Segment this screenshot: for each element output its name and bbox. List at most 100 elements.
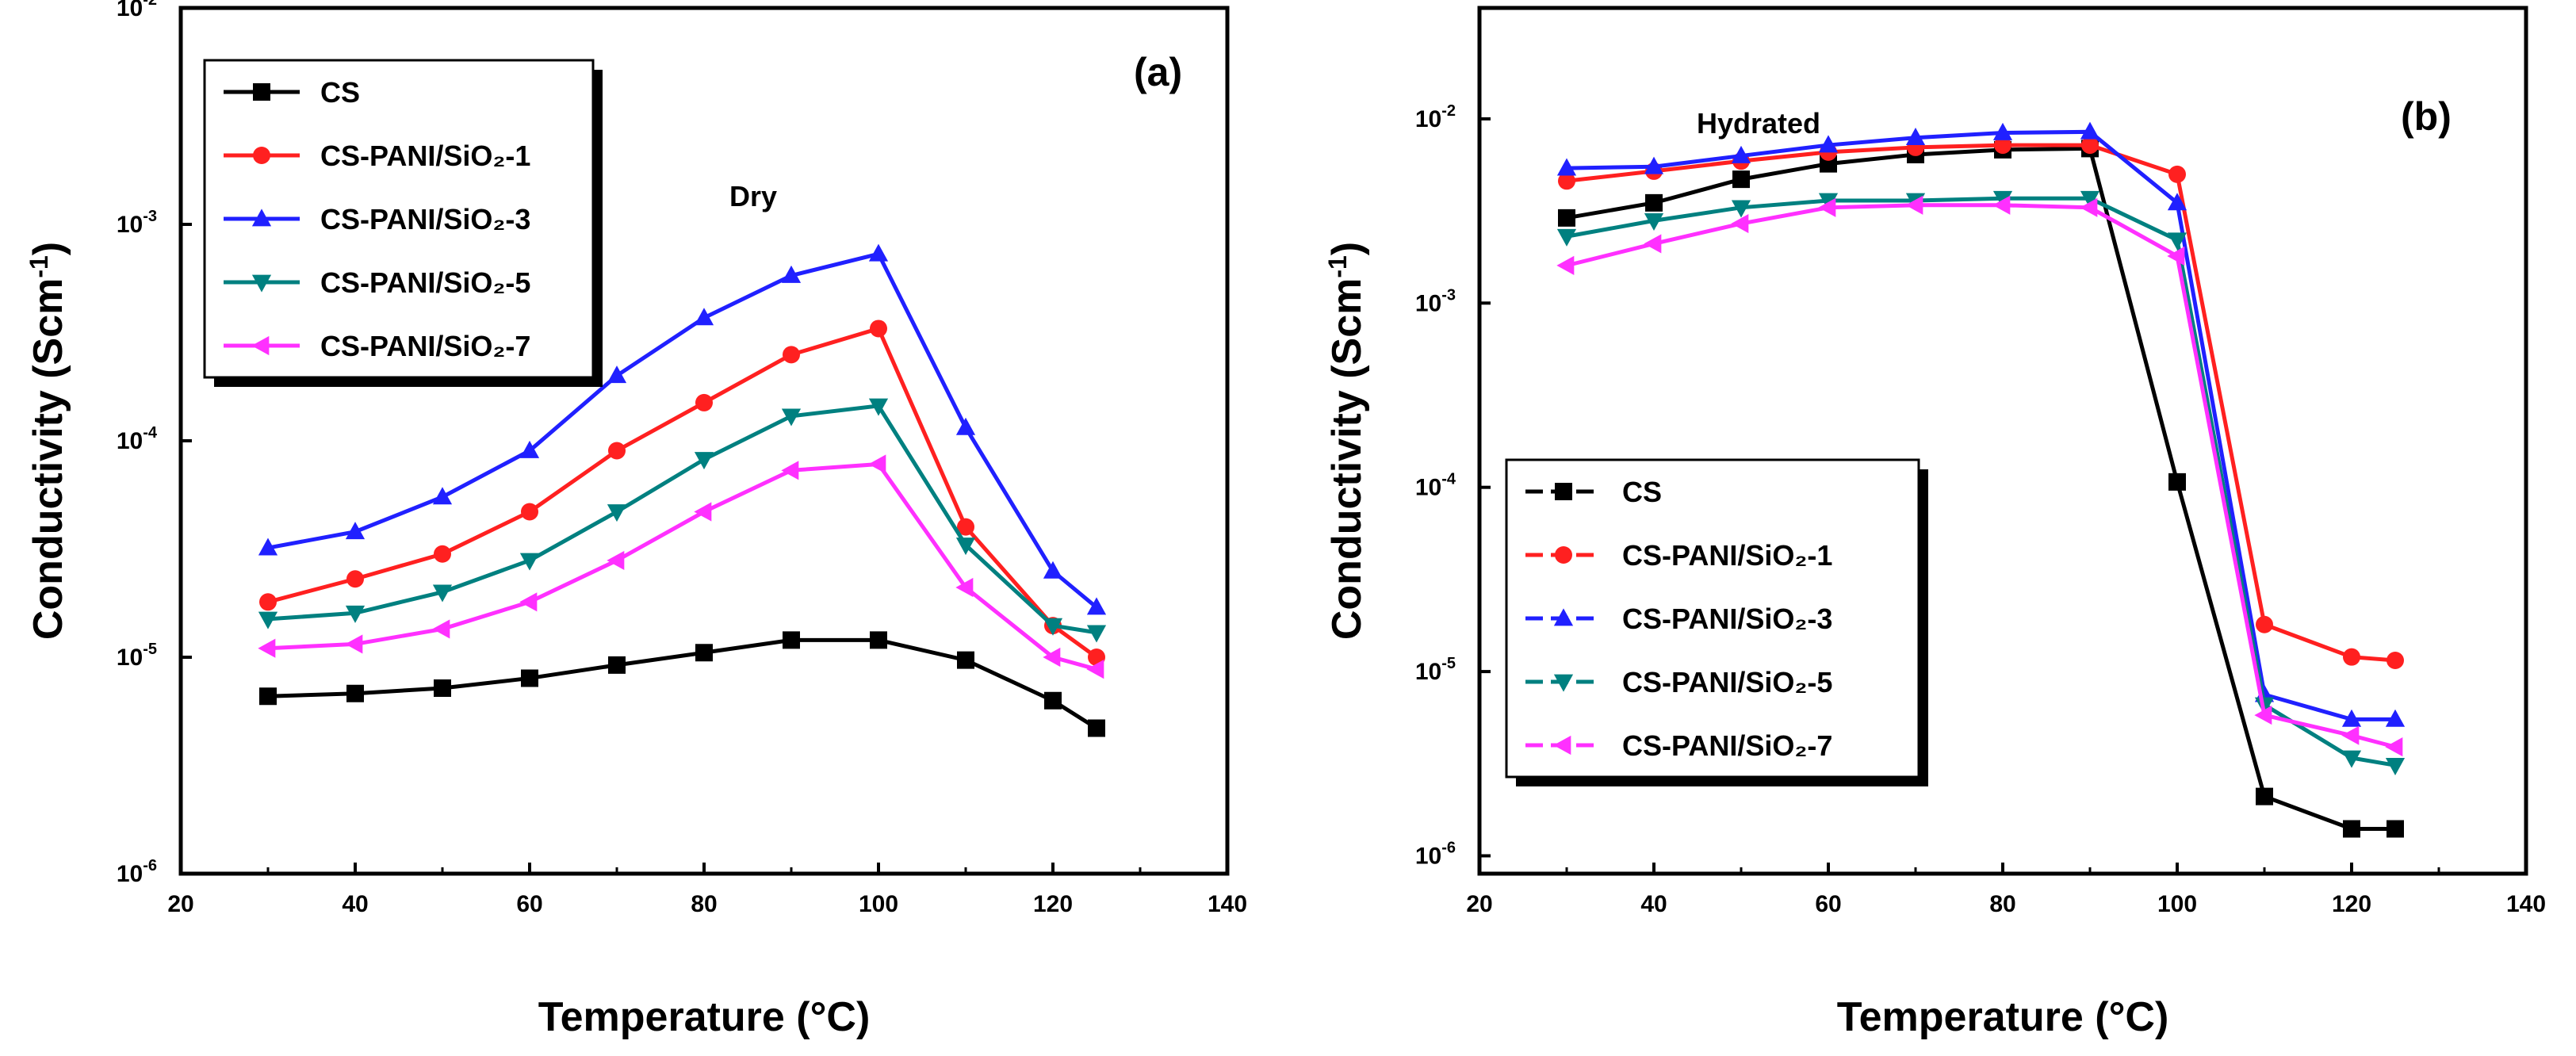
data-point-cs-pani-sio-1	[346, 570, 364, 588]
data-point-cs	[1088, 719, 1105, 737]
legend-marker-cs	[253, 83, 270, 101]
data-point-cs-pani-sio-3	[1086, 597, 1107, 615]
data-point-cs-pani-sio-5	[345, 605, 366, 623]
legend-marker-cs	[1555, 483, 1572, 500]
panel-a-x-ticks: 20 40 60 80 100 120 140	[167, 863, 1247, 917]
data-point-cs-pani-sio-7	[1992, 195, 2011, 215]
data-point-cs-pani-sio-3	[1992, 122, 2013, 140]
data-point-cs-pani-sio-7	[1644, 234, 1662, 254]
data-point-cs	[695, 644, 713, 662]
data-point-cs	[259, 687, 277, 706]
data-point-cs	[608, 656, 626, 674]
data-point-cs	[521, 669, 538, 687]
y-tick-label: 10-2	[1415, 102, 1456, 132]
data-point-cs-pani-sio-7	[2167, 246, 2185, 266]
legend-label-cs-pani-sio-7: CS-PANI/SiO₂-7	[1622, 729, 1832, 762]
data-point-cs-pani-sio-7	[1086, 660, 1104, 679]
data-point-cs-pani-sio-5	[868, 398, 889, 416]
data-point-cs-pani-sio-5	[258, 611, 278, 629]
data-point-cs-pani-sio-1	[957, 518, 974, 536]
data-point-cs-pani-sio-3	[258, 538, 278, 556]
panel-b-y-axis-title-sup: -1	[1323, 255, 1352, 277]
panel-b-x-axis-title: Temperature (°C)	[1837, 994, 2169, 1040]
x-tick-label: 120	[2332, 891, 2371, 917]
data-point-cs-pani-sio-3	[2167, 193, 2187, 211]
data-point-cs-pani-sio-5	[607, 504, 627, 522]
data-point-cs	[2343, 820, 2360, 838]
data-point-cs-pani-sio-3	[519, 440, 540, 458]
legend-marker-cs-pani-sio-1	[253, 147, 270, 164]
data-point-cs-pani-sio-5	[1043, 618, 1063, 636]
data-point-cs-pani-sio-3	[345, 522, 366, 540]
data-point-cs-pani-sio-7	[2341, 725, 2360, 745]
panel-a-y-axis-title-main: Conductivity (Scm	[25, 278, 71, 641]
data-point-cs-pani-sio-1	[1994, 136, 2011, 155]
panel-b-label: (b)	[2401, 94, 2452, 139]
data-point-cs-pani-sio-3	[868, 243, 889, 262]
x-tick-label: 100	[2157, 891, 2197, 917]
data-point-cs-pani-sio-1	[1558, 172, 1575, 190]
data-point-cs-pani-sio-1	[2343, 648, 2360, 666]
y-tick-label: 10-6	[117, 857, 157, 887]
y-tick-label: 10-5	[117, 641, 157, 671]
data-point-cs-pani-sio-5	[1644, 213, 1664, 231]
data-point-cs-pani-sio-1	[695, 393, 713, 411]
x-tick-label: 40	[342, 891, 368, 917]
legend-label-cs: CS	[320, 76, 360, 109]
data-point-cs-pani-sio-7	[1556, 255, 1575, 275]
data-point-cs-pani-sio-5	[1086, 625, 1107, 643]
data-point-cs	[1645, 193, 1663, 212]
data-point-cs-pani-sio-5	[1818, 193, 1839, 211]
data-point-cs-pani-sio-3	[1644, 156, 1664, 174]
data-point-cs	[2168, 473, 2186, 491]
data-point-cs-pani-sio-5	[781, 408, 802, 427]
panel-b-marks	[1556, 121, 2406, 838]
data-point-cs-pani-sio-1	[870, 319, 887, 338]
data-point-cs	[346, 684, 364, 702]
panel-a-y-axis-title-close: )	[25, 242, 71, 255]
data-point-cs-pani-sio-5	[694, 452, 714, 470]
data-point-cs-pani-sio-3	[1731, 145, 1751, 163]
data-point-cs-pani-sio-5	[519, 553, 540, 571]
data-point-cs-pani-sio-7	[607, 550, 625, 571]
legend-marker-cs-pani-sio-5	[251, 274, 272, 293]
x-tick-label: 20	[1466, 891, 1492, 917]
data-point-cs	[957, 651, 974, 669]
panel-a-legend: CS CS-PANI/SiO₂-1 CS-PANI/SiO₂-3 CS-PANI/Si…	[203, 59, 603, 387]
data-point-cs-pani-sio-7	[781, 461, 799, 480]
panel-a-y-ticks: 10-6 10-5 10-4 10-3 10-2	[117, 0, 192, 887]
panel-b-y-ticks: 10-6 10-5 10-4 10-3 10-2	[1415, 102, 1491, 869]
panel-a: 20 40 60 80 100 120 140 10-6 10-5 10-4 10-3 10-2 (…	[25, 0, 1247, 1040]
legend-label-cs-pani-sio-7: CS-PANI/SiO₂-7	[320, 330, 530, 362]
data-point-cs-pani-sio-3	[2385, 709, 2406, 727]
panel-a-annotation: Dry	[729, 180, 777, 212]
data-point-cs-pani-sio-7	[258, 638, 276, 658]
panel-b-annotation: Hydrated	[1697, 107, 1820, 140]
legend-marker-cs-pani-sio-7	[1553, 735, 1571, 756]
x-tick-label: 80	[1989, 891, 2015, 917]
data-point-cs	[434, 679, 451, 697]
data-point-cs-pani-sio-7	[519, 592, 538, 612]
data-point-cs-pani-sio-5	[2167, 232, 2187, 251]
data-point-cs	[2256, 787, 2273, 805]
panel-a-y-axis-title-sup: -1	[25, 255, 53, 277]
data-point-cs	[2387, 820, 2404, 838]
data-point-cs-pani-sio-3	[2080, 121, 2100, 140]
panel-a-x-axis-title: Temperature (°C)	[538, 994, 871, 1040]
y-tick-label: 10-6	[1415, 839, 1456, 869]
data-point-cs	[1044, 691, 1062, 710]
data-point-cs-pani-sio-3	[2341, 709, 2362, 727]
x-tick-label: 100	[859, 891, 898, 917]
panel-b: 20 40 60 80 100 120 140 10-6 10-5 10-4 10-3 10-2 (…	[1323, 6, 2546, 1040]
x-tick-label: 80	[691, 891, 717, 917]
data-point-cs-pani-sio-1	[608, 442, 626, 460]
y-tick-label: 10-4	[117, 424, 158, 454]
data-point-cs-pani-sio-3	[432, 487, 453, 505]
legend-marker-cs-pani-sio-3	[1553, 608, 1574, 626]
data-point-cs-pani-sio-1	[434, 545, 451, 563]
data-point-cs	[870, 631, 887, 649]
data-point-cs-pani-sio-3	[607, 365, 627, 384]
data-point-cs-pani-sio-7	[432, 619, 450, 639]
legend-label-cs: CS	[1622, 476, 1662, 508]
data-point-cs-pani-sio-5	[432, 584, 453, 603]
